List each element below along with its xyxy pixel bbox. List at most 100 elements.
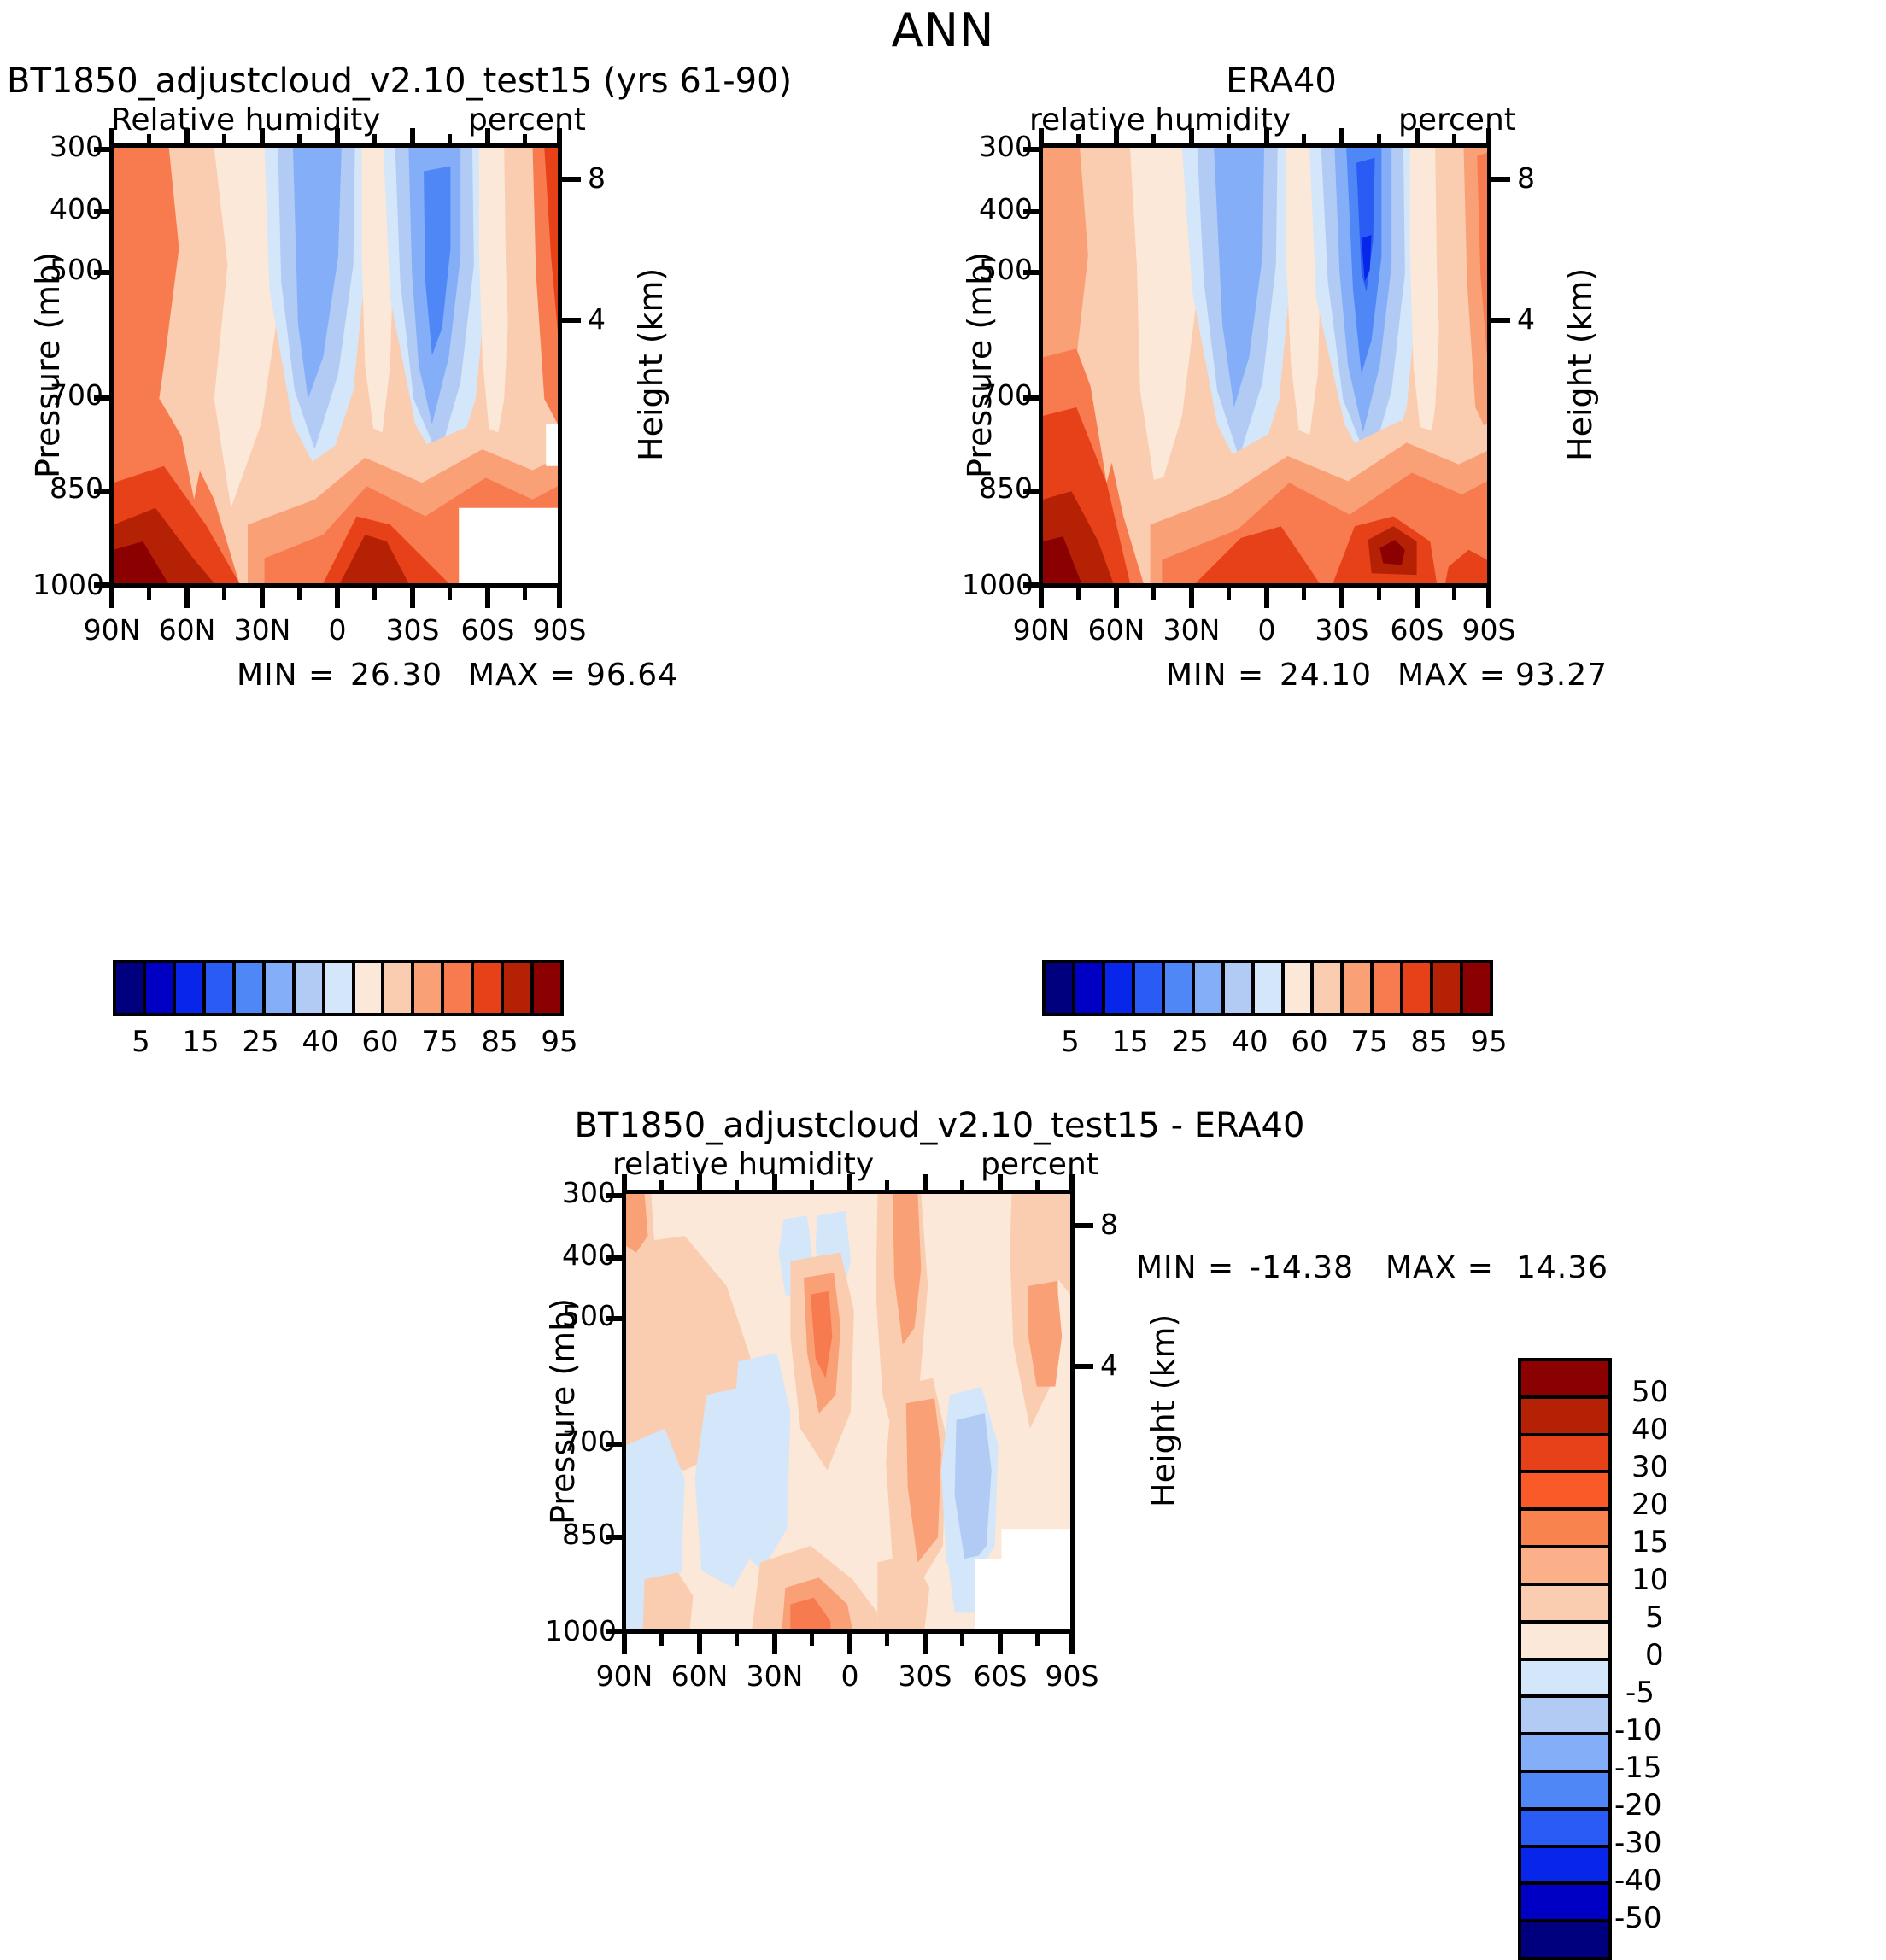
- colorbar-label-model-40: 40: [302, 1025, 339, 1059]
- x-tick-top-diff: [810, 1180, 814, 1191]
- x-tick-bottom-model: [335, 588, 340, 608]
- x-tick-bottom-obs: [1189, 588, 1194, 608]
- y-tick-mark-obs: [1023, 270, 1042, 275]
- colorbar-obs-swatch-9: [1314, 963, 1344, 1013]
- x-tick-label-obs-30S: 30S: [1315, 613, 1369, 647]
- colorbar-model-swatch-11: [444, 963, 475, 1013]
- contour-field-obs: [1043, 148, 1487, 583]
- x-tick-bottom-model: [448, 588, 452, 600]
- colorbar-label-model-85: 85: [481, 1025, 518, 1059]
- colorbar-diff-swatch-11: [1521, 1772, 1608, 1811]
- x-tick-top-diff: [697, 1174, 702, 1191]
- x-tick-top-model: [222, 134, 226, 145]
- colorbar-obs-swatch-6: [1224, 963, 1255, 1013]
- min-value-model: 26.30: [350, 658, 443, 693]
- colorbar-obs-swatch-5: [1194, 963, 1225, 1013]
- colorbar-obs-swatch-11: [1374, 963, 1404, 1013]
- x-tick-top-model: [260, 128, 265, 145]
- x-tick-bottom-model: [109, 588, 114, 608]
- colorbar-label-diff-20: 20: [1631, 1488, 1669, 1522]
- colorbar-model-swatch-12: [474, 963, 505, 1013]
- plot-area-obs: [1039, 143, 1491, 588]
- colorbar-diff-swatch-14: [1521, 1885, 1608, 1923]
- y-tick-mark-obs: [1023, 489, 1042, 494]
- colorbar-model-swatch-10: [414, 963, 445, 1013]
- y-tick-label-model-850: 850: [50, 471, 103, 505]
- y-tick-mark-model: [94, 270, 113, 275]
- x-tick-top-obs: [1452, 134, 1456, 145]
- colorbar-obs-swatch-2: [1104, 963, 1135, 1013]
- x-tick-top-model: [184, 128, 190, 145]
- colorbar-label-diff-minus5: -5: [1625, 1676, 1655, 1710]
- x-tick-label-diff-90S: 90S: [1045, 1659, 1099, 1693]
- colorbar-diff-swatch-12: [1521, 1810, 1608, 1848]
- colorbar-label-model-5: 5: [132, 1025, 150, 1059]
- colorbar-model-swatch-9: [384, 963, 415, 1013]
- x-tick-top-model: [523, 134, 527, 145]
- panel-title-obs: ERA40: [1226, 61, 1337, 101]
- x-tick-top-obs: [1377, 134, 1381, 145]
- y-tick-mark-model: [94, 395, 113, 401]
- y2-tick-label-diff-8: 8: [1100, 1208, 1118, 1241]
- y-tick-label-diff-500: 500: [562, 1299, 616, 1332]
- colorbar-label-obs-25: 25: [1171, 1025, 1209, 1059]
- colorbar-label-model-95: 95: [541, 1025, 578, 1059]
- colorbar-label-diff-10: 10: [1631, 1563, 1669, 1597]
- colorbar-obs-swatch-0: [1046, 963, 1075, 1013]
- x-tick-bottom-obs: [1452, 588, 1456, 600]
- x-tick-bottom-diff: [622, 1634, 627, 1654]
- x-tick-label-model-60N: 60N: [158, 613, 216, 647]
- colorbar-diff-swatch-8: [1521, 1660, 1608, 1699]
- contour-field-diff: [626, 1194, 1070, 1629]
- x-tick-top-model: [335, 128, 340, 145]
- x-tick-top-obs: [1039, 128, 1044, 145]
- colorbar-obs-swatch-3: [1134, 963, 1165, 1013]
- colorbar-label-diff-minus40: -40: [1614, 1863, 1662, 1898]
- colorbar-diff-swatch-10: [1521, 1735, 1608, 1773]
- colorbar-obs-swatch-12: [1403, 963, 1434, 1013]
- x-tick-bottom-model: [557, 588, 562, 608]
- x-tick-bottom-diff: [960, 1634, 964, 1646]
- colorbar-diff: [1518, 1358, 1612, 1960]
- colorbar-model-swatch-14: [534, 963, 561, 1013]
- x-tick-top-model: [410, 128, 415, 145]
- colorbar-diff-swatch-13: [1521, 1847, 1608, 1886]
- x-tick-bottom-model: [372, 588, 377, 600]
- x-tick-bottom-obs: [1377, 588, 1381, 600]
- y-tick-label-obs-1000: 1000: [962, 568, 1034, 601]
- min-label-model: MIN =: [237, 658, 336, 693]
- colorbar-model-swatch-8: [354, 963, 385, 1013]
- x-tick-bottom-diff: [922, 1634, 928, 1654]
- y-tick-label-diff-300: 300: [562, 1176, 616, 1209]
- x-tick-top-obs: [1189, 128, 1194, 145]
- x-tick-top-obs: [1264, 128, 1269, 145]
- panel-variable-label-diff: relative humidity: [612, 1147, 875, 1182]
- colorbar-diff-swatch-2: [1521, 1436, 1608, 1474]
- colorbar-model: [113, 960, 564, 1016]
- x-tick-bottom-model: [410, 588, 415, 608]
- x-tick-label-diff-0: 0: [840, 1659, 859, 1693]
- colorbar-diff-swatch-3: [1521, 1473, 1608, 1512]
- y2-tick-label-obs-8: 8: [1517, 161, 1535, 195]
- colorbar-label-obs-15: 15: [1111, 1025, 1149, 1059]
- x-tick-bottom-obs: [1039, 588, 1044, 608]
- y2-axis-label-diff: Height (km): [1145, 1313, 1182, 1507]
- colorbar-label-diff-minus30: -30: [1614, 1826, 1662, 1860]
- x-tick-top-obs: [1114, 128, 1119, 145]
- colorbar-label-diff-0: 0: [1645, 1638, 1664, 1672]
- x-tick-label-diff-30S: 30S: [898, 1659, 952, 1693]
- y-tick-label-obs-850: 850: [979, 471, 1033, 505]
- colorbar-model-swatch-5: [265, 963, 296, 1013]
- x-tick-bottom-diff: [1035, 1634, 1040, 1646]
- max-label-model: MAX =: [468, 658, 577, 693]
- x-tick-bottom-obs: [1076, 588, 1081, 600]
- panel-variable-label-model: Relative humidity: [111, 102, 381, 137]
- colorbar-label-diff-15: 15: [1631, 1525, 1669, 1559]
- colorbar-label-obs-40: 40: [1231, 1025, 1268, 1059]
- x-tick-top-obs: [1486, 128, 1491, 145]
- y-tick-label-model-1000: 1000: [32, 568, 104, 601]
- x-tick-top-diff: [772, 1174, 777, 1191]
- x-tick-top-model: [297, 134, 302, 145]
- colorbar-diff-swatch-1: [1521, 1398, 1608, 1436]
- colorbar-obs-swatch-8: [1284, 963, 1315, 1013]
